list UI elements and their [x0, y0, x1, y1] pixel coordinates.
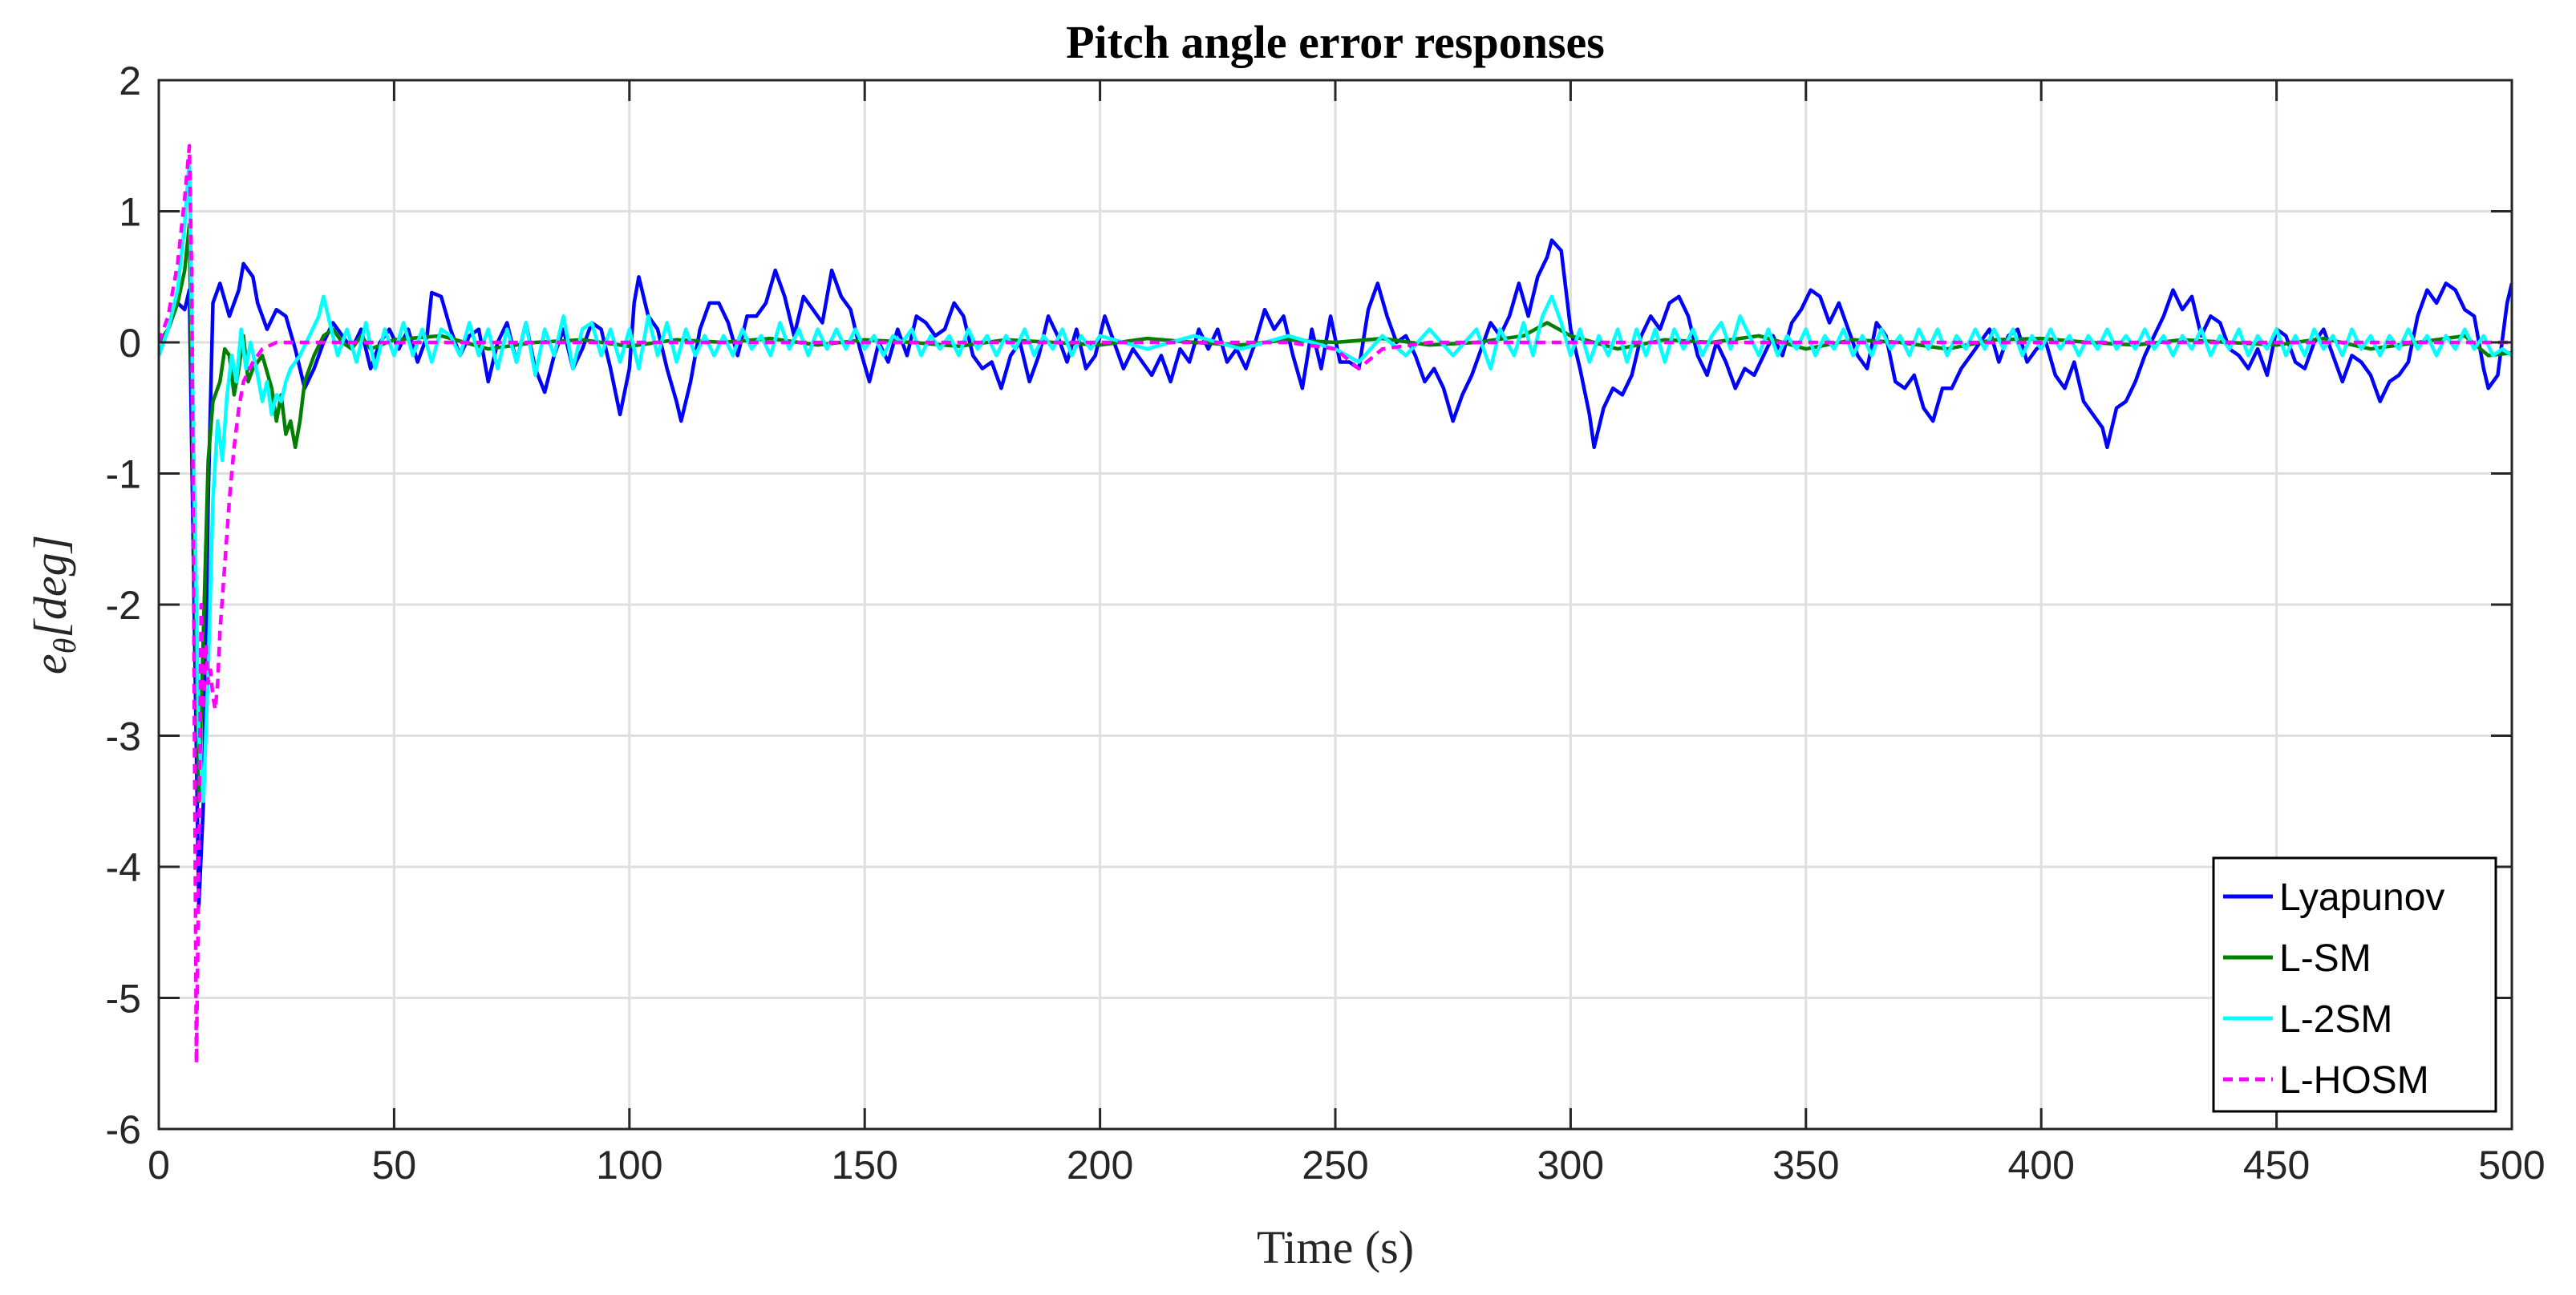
legend-label-l-hosm: L-HOSM	[2279, 1059, 2429, 1102]
x-tick-label: 200	[1067, 1143, 1133, 1188]
legend-box	[2212, 856, 2497, 1113]
legend-label-lyapunov: Lyapunov	[2279, 876, 2444, 919]
x-tick-label: 50	[372, 1143, 417, 1188]
y-tick-label: -3	[106, 714, 141, 759]
x-tick-label: 0	[148, 1143, 170, 1188]
y-axis-label: eθ[deg]	[24, 535, 83, 674]
y-tick-label: -5	[106, 977, 141, 1022]
chart-title: Pitch angle error responses	[1066, 16, 1605, 68]
x-tick-label: 100	[596, 1143, 662, 1188]
y-axis-label-base: e	[24, 654, 76, 674]
x-tick-label: 350	[1772, 1143, 1839, 1188]
y-tick-label: -4	[106, 845, 141, 890]
y-tick-label: -6	[106, 1107, 141, 1152]
y-axis-label-subscript: θ	[47, 638, 83, 654]
y-tick-label: 0	[119, 321, 141, 366]
axis-ticks: 0 50 100 150 200 250 300 350 400 450 500 -6 -5 -4 -3 -2…	[106, 59, 2546, 1188]
x-tick-label: 450	[2243, 1143, 2310, 1188]
y-tick-label: -2	[106, 583, 141, 628]
y-tick-label: -1	[106, 452, 141, 497]
series-line-l-2sm	[159, 156, 2512, 803]
legend-label-l-sm: L-SM	[2279, 937, 2371, 980]
y-tick-label: 1	[119, 190, 141, 235]
x-tick-label: 250	[1302, 1143, 1368, 1188]
legend: Lyapunov L-SM L-2SM L-HOSM	[2212, 856, 2497, 1113]
legend-label-l-2sm: L-2SM	[2279, 998, 2392, 1041]
x-tick-label: 500	[2478, 1143, 2545, 1188]
x-tick-label: 400	[2007, 1143, 2074, 1188]
x-axis-label: Time (s)	[1257, 1221, 1414, 1273]
x-tick-label: 150	[831, 1143, 897, 1188]
y-axis-label-unit: [deg]	[24, 535, 76, 638]
series-lines	[159, 144, 2512, 1066]
series-line-l-hosm	[159, 144, 2512, 1066]
y-tick-label: 2	[119, 59, 141, 103]
x-tick-label: 300	[1537, 1143, 1604, 1188]
